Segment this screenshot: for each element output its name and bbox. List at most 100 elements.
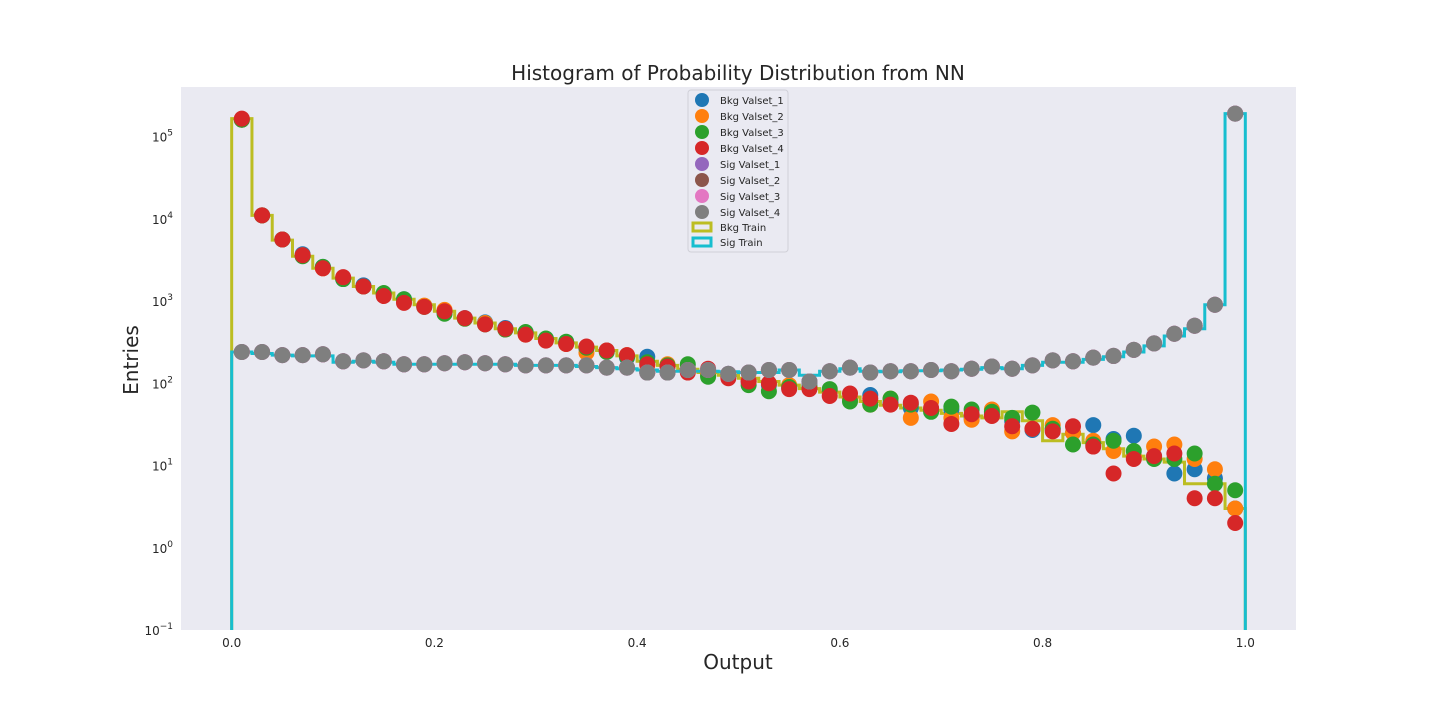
point-sig-valset-4-41 bbox=[1065, 353, 1081, 370]
legend-marker bbox=[695, 125, 709, 139]
legend-marker bbox=[695, 93, 709, 107]
point-bkg-valset-4-42 bbox=[1085, 438, 1102, 455]
legend-label: Bkg Valset_1 bbox=[720, 96, 784, 107]
point-bkg-valset-3-35 bbox=[943, 398, 960, 415]
point-bkg-valset-4-33 bbox=[902, 394, 919, 411]
point-sig-valset-4-15 bbox=[537, 357, 554, 374]
point-sig-valset-4-27 bbox=[781, 361, 798, 378]
point-sig-valset-4-28 bbox=[801, 373, 818, 390]
point-sig-valset-4-40 bbox=[1044, 352, 1061, 369]
point-sig-valset-4-22 bbox=[679, 361, 696, 378]
legend-label: Bkg Valset_4 bbox=[720, 144, 784, 155]
x-tick-label: 0.8 bbox=[1033, 636, 1052, 650]
point-sig-valset-4-37 bbox=[983, 358, 1000, 375]
point-bkg-valset-4-4 bbox=[314, 260, 331, 277]
point-sig-valset-4-17 bbox=[578, 357, 595, 374]
point-sig-valset-4-46 bbox=[1166, 325, 1183, 342]
point-sig-valset-4-23 bbox=[700, 361, 717, 378]
point-bkg-valset-3-49 bbox=[1227, 482, 1244, 499]
point-bkg-valset-4-12 bbox=[477, 316, 494, 333]
point-sig-valset-4-7 bbox=[375, 353, 392, 370]
point-bkg-valset-4-31 bbox=[862, 390, 879, 407]
point-bkg-valset-4-5 bbox=[335, 269, 352, 286]
point-bkg-valset-4-6 bbox=[355, 278, 372, 295]
point-sig-valset-4-9 bbox=[416, 356, 433, 373]
legend-label: Sig Valset_1 bbox=[720, 160, 780, 171]
point-sig-valset-4-38 bbox=[1004, 360, 1021, 377]
point-bkg-valset-4-46 bbox=[1166, 445, 1183, 462]
point-bkg-valset-1-46 bbox=[1166, 465, 1183, 482]
point-sig-valset-4-14 bbox=[517, 357, 534, 374]
point-bkg-valset-4-13 bbox=[497, 320, 514, 337]
legend-label: Sig Valset_4 bbox=[720, 208, 780, 219]
legend: Bkg Valset_1 Bkg Valset_2 Bkg Valset_3 Bkg … bbox=[687, 89, 789, 253]
point-sig-valset-4-34 bbox=[923, 361, 940, 378]
y-tick-label: 101 bbox=[152, 458, 173, 474]
point-bkg-valset-4-27 bbox=[781, 381, 798, 398]
point-sig-valset-4-0 bbox=[233, 343, 250, 360]
point-sig-valset-4-6 bbox=[355, 352, 372, 369]
point-bkg-valset-4-40 bbox=[1044, 423, 1061, 440]
legend-marker bbox=[695, 189, 709, 203]
y-tick-label: 100 bbox=[152, 540, 173, 556]
point-bkg-valset-4-19 bbox=[619, 347, 635, 364]
point-bkg-valset-4-16 bbox=[558, 336, 575, 353]
point-bkg-valset-4-30 bbox=[842, 385, 858, 402]
point-bkg-valset-4-39 bbox=[1024, 420, 1041, 437]
point-bkg-valset-3-47 bbox=[1186, 445, 1203, 462]
point-bkg-valset-4-38 bbox=[1004, 418, 1021, 435]
point-sig-valset-4-20 bbox=[639, 364, 656, 381]
point-sig-valset-4-16 bbox=[558, 357, 575, 374]
point-sig-valset-4-31 bbox=[862, 364, 879, 381]
legend-swatch bbox=[691, 221, 713, 233]
point-sig-valset-4-29 bbox=[821, 363, 838, 380]
point-bkg-valset-3-41 bbox=[1065, 436, 1081, 453]
x-tick-label: 0.0 bbox=[222, 636, 241, 650]
point-bkg-valset-1-44 bbox=[1125, 427, 1142, 444]
x-tick-label: 0.4 bbox=[628, 636, 647, 650]
point-sig-valset-4-1 bbox=[254, 343, 271, 360]
point-bkg-valset-4-14 bbox=[517, 326, 534, 343]
point-bkg-valset-2-33 bbox=[902, 409, 919, 426]
point-sig-valset-4-45 bbox=[1146, 335, 1163, 352]
point-bkg-valset-4-0 bbox=[233, 110, 250, 127]
point-sig-valset-4-19 bbox=[619, 359, 635, 376]
point-bkg-valset-3-43 bbox=[1105, 432, 1122, 449]
legend-label: Sig Valset_2 bbox=[720, 176, 780, 187]
point-bkg-valset-3-39 bbox=[1024, 404, 1041, 421]
legend-label: Bkg Train bbox=[720, 223, 766, 234]
point-bkg-valset-4-48 bbox=[1206, 490, 1223, 507]
point-bkg-valset-4-26 bbox=[760, 375, 777, 392]
point-sig-valset-4-12 bbox=[477, 355, 494, 372]
point-bkg-valset-4-36 bbox=[963, 406, 980, 423]
data-points bbox=[233, 105, 1244, 531]
point-bkg-valset-4-1 bbox=[254, 207, 271, 224]
point-sig-valset-4-30 bbox=[842, 359, 858, 376]
point-bkg-valset-4-10 bbox=[436, 303, 453, 320]
point-sig-valset-4-13 bbox=[497, 356, 514, 373]
legend-swatch bbox=[691, 236, 713, 248]
point-bkg-valset-4-2 bbox=[274, 231, 291, 248]
y-tick-label: 105 bbox=[152, 129, 173, 145]
legend-box bbox=[687, 89, 789, 253]
legend-marker bbox=[695, 157, 709, 171]
point-sig-valset-4-5 bbox=[335, 353, 352, 370]
point-sig-valset-4-10 bbox=[436, 355, 453, 372]
point-bkg-valset-4-3 bbox=[294, 247, 311, 264]
x-axis-label: Output bbox=[703, 650, 773, 674]
legend-label: Bkg Valset_2 bbox=[720, 112, 784, 123]
point-sig-valset-4-36 bbox=[963, 360, 980, 377]
legend-label: Sig Valset_3 bbox=[720, 192, 780, 203]
legend-label: Bkg Valset_3 bbox=[720, 128, 784, 139]
x-tick-label: 0.2 bbox=[425, 636, 444, 650]
point-sig-valset-4-11 bbox=[456, 354, 473, 371]
point-sig-valset-4-47 bbox=[1186, 317, 1203, 334]
legend-marker bbox=[695, 141, 709, 155]
point-bkg-valset-4-43 bbox=[1105, 465, 1122, 482]
point-bkg-valset-4-17 bbox=[578, 338, 595, 355]
legend-marker bbox=[695, 173, 709, 187]
point-bkg-valset-4-9 bbox=[416, 298, 433, 315]
point-sig-valset-4-8 bbox=[396, 356, 412, 373]
point-sig-valset-4-35 bbox=[943, 363, 960, 380]
